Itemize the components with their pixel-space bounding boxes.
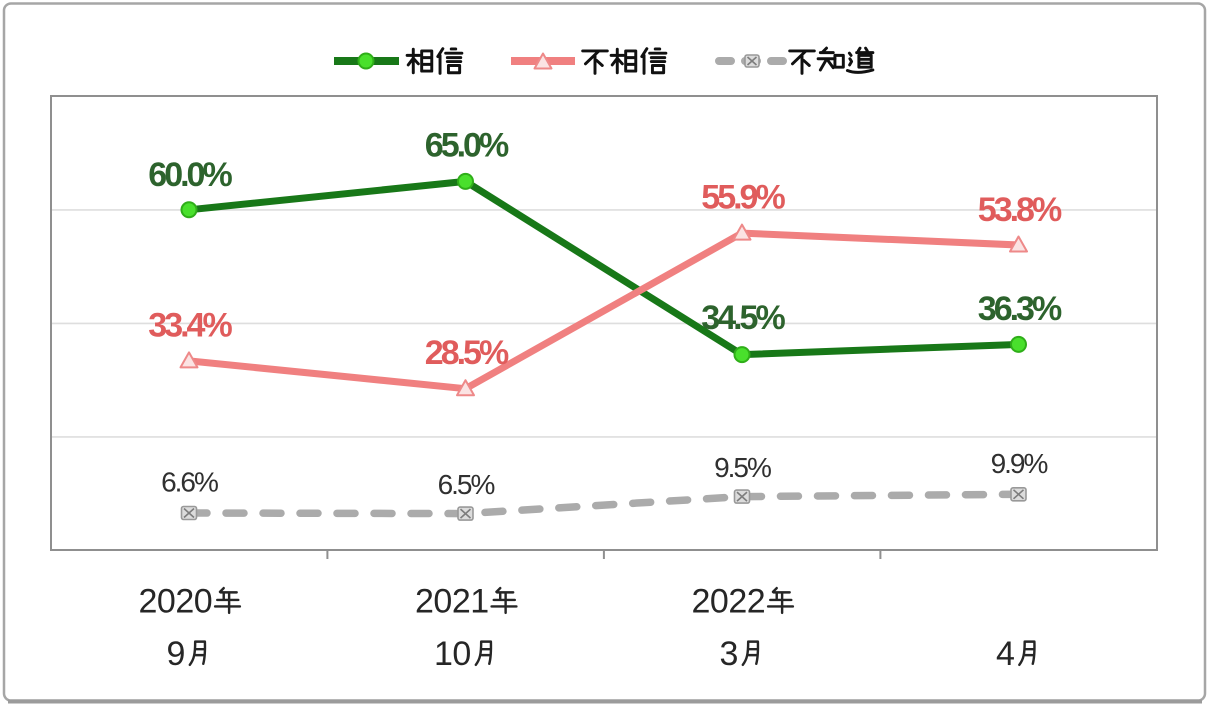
svg-text:6.6%: 6.6% bbox=[161, 467, 218, 498]
svg-text:34.5%: 34.5% bbox=[701, 299, 785, 337]
svg-text:53.8%: 53.8% bbox=[978, 191, 1062, 229]
svg-text:33.4%: 33.4% bbox=[148, 306, 232, 344]
svg-text:4: 4 bbox=[996, 635, 1014, 673]
svg-text:6.5%: 6.5% bbox=[438, 469, 495, 500]
svg-text:2020: 2020 bbox=[139, 583, 213, 621]
svg-text:2021: 2021 bbox=[415, 583, 489, 621]
svg-text:9.5%: 9.5% bbox=[714, 452, 771, 483]
svg-text:28.5%: 28.5% bbox=[425, 334, 509, 372]
svg-text:36.3%: 36.3% bbox=[978, 290, 1062, 328]
svg-text:3: 3 bbox=[720, 635, 738, 673]
svg-text:55.9%: 55.9% bbox=[701, 179, 785, 217]
svg-text:60.0%: 60.0% bbox=[148, 156, 232, 194]
svg-text:65.0%: 65.0% bbox=[425, 127, 509, 165]
svg-text:9: 9 bbox=[167, 635, 185, 673]
svg-text:2022: 2022 bbox=[692, 583, 766, 621]
svg-text:9.9%: 9.9% bbox=[991, 448, 1048, 479]
svg-text:10: 10 bbox=[434, 635, 471, 673]
